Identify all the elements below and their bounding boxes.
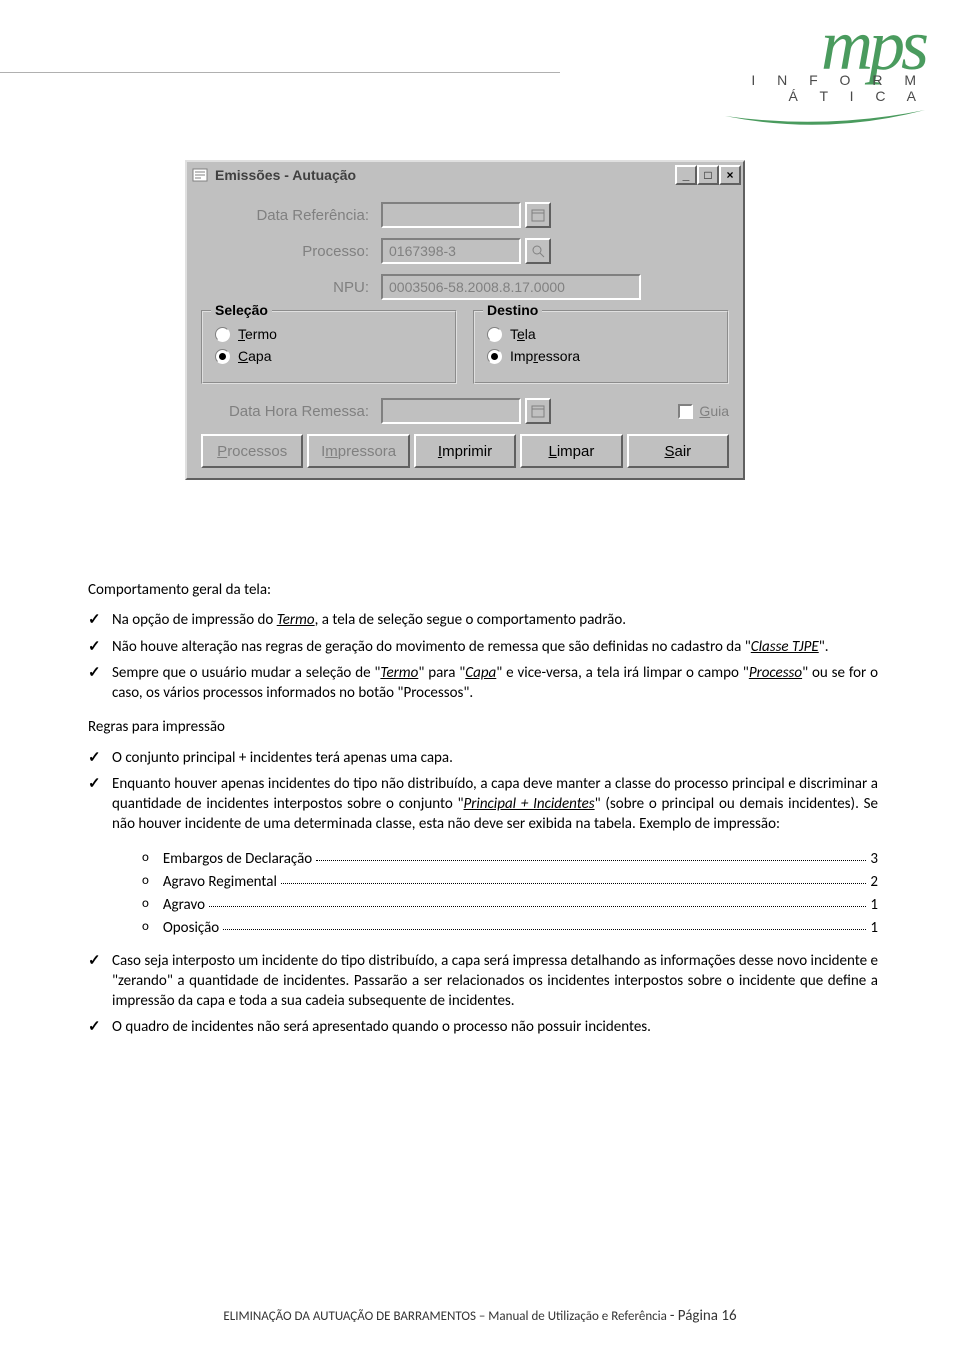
page-footer: ELIMINAÇÃO DA AUTUAÇÃO DE BARRAMENTOS – …	[0, 1307, 960, 1325]
data-hora-remessa-input[interactable]	[381, 398, 521, 424]
example-item: Embargos de Declaração3	[142, 849, 878, 869]
processo-label: Processo:	[201, 243, 381, 260]
calendar-icon	[531, 208, 545, 222]
bullet-item: O conjunto principal + incidentes terá a…	[112, 748, 878, 768]
destino-legend: Destino	[483, 302, 542, 318]
impressora-button[interactable]: Impressora	[307, 434, 409, 468]
example-item: Oposição1	[142, 918, 878, 938]
dialog-title: Emissões - Autuação	[215, 167, 675, 183]
sair-button[interactable]: Sair	[627, 434, 729, 468]
form-icon	[191, 166, 209, 184]
radio-termo[interactable]: Termo	[215, 326, 443, 342]
data-referencia-input[interactable]	[381, 202, 521, 228]
minimize-button[interactable]: _	[675, 165, 697, 185]
guia-label: Guia	[699, 403, 729, 419]
example-list: Embargos de Declaração3 Agravo Regimenta…	[88, 849, 878, 939]
calendar-icon	[531, 404, 545, 418]
data-referencia-label: Data Referência:	[201, 207, 381, 224]
date-picker-button[interactable]	[525, 202, 551, 228]
radio-impressora[interactable]: Impressora	[487, 348, 715, 364]
search-icon	[531, 244, 545, 258]
bullet-item: Na opção de impressão do Termo, a tela d…	[112, 610, 878, 630]
radio-impressora-label: Impressora	[510, 348, 580, 364]
imprimir-button[interactable]: Imprimir	[414, 434, 516, 468]
processos-button[interactable]: Processos	[201, 434, 303, 468]
radio-capa-label: Capa	[238, 348, 271, 364]
bullet-item: Enquanto houver apenas incidentes do tip…	[112, 774, 878, 835]
npu-label: NPU:	[201, 279, 381, 296]
date-picker-button-2[interactable]	[525, 398, 551, 424]
bullet-item: Não houve alteração nas regras de geraçã…	[112, 637, 878, 657]
logo: mps I N F O R M Á T I C A	[725, 20, 925, 130]
radio-tela[interactable]: Tela	[487, 326, 715, 342]
section-heading-1: Comportamento geral da tela:	[88, 580, 878, 600]
bullet-item: Sempre que o usuário mudar a seleção de …	[112, 663, 878, 704]
radio-capa[interactable]: Capa	[215, 348, 443, 364]
header-divider	[0, 72, 560, 73]
selecao-group: Seleção Termo Capa	[201, 310, 457, 384]
radio-termo-label: Termo	[238, 326, 277, 342]
limpar-button[interactable]: Limpar	[520, 434, 622, 468]
titlebar: Emissões - Autuação _ □ ×	[187, 162, 743, 188]
processo-lookup-button[interactable]	[525, 238, 551, 264]
logo-swoosh-icon	[725, 108, 925, 138]
maximize-button[interactable]: □	[697, 165, 719, 185]
document-body: Comportamento geral da tela: Na opção de…	[88, 580, 878, 1052]
data-hora-remessa-label: Data Hora Remessa:	[201, 403, 381, 420]
logo-subtext: I N F O R M Á T I C A	[725, 72, 925, 104]
bullet-item: Caso seja interposto um incidente do tip…	[112, 951, 878, 1012]
radio-icon	[487, 327, 502, 342]
close-button[interactable]: ×	[719, 165, 741, 185]
processo-input[interactable]: 0167398-3	[381, 238, 521, 264]
radio-icon	[215, 327, 230, 342]
guia-checkbox[interactable]	[678, 404, 693, 419]
radio-tela-label: Tela	[510, 326, 536, 342]
example-item: Agravo Regimental2	[142, 872, 878, 892]
destino-group: Destino Tela Impressora	[473, 310, 729, 384]
bullet-item: O quadro de incidentes não será apresent…	[112, 1017, 878, 1037]
emissions-dialog: Emissões - Autuação _ □ × Data Referênci…	[185, 160, 745, 480]
selecao-legend: Seleção	[211, 302, 272, 318]
logo-text: mps	[725, 20, 925, 70]
example-item: Agravo1	[142, 895, 878, 915]
section-heading-2: Regras para impressão	[88, 717, 878, 737]
npu-input[interactable]: 0003506-58.2008.8.17.0000	[381, 274, 641, 300]
radio-icon	[215, 349, 230, 364]
radio-icon	[487, 349, 502, 364]
